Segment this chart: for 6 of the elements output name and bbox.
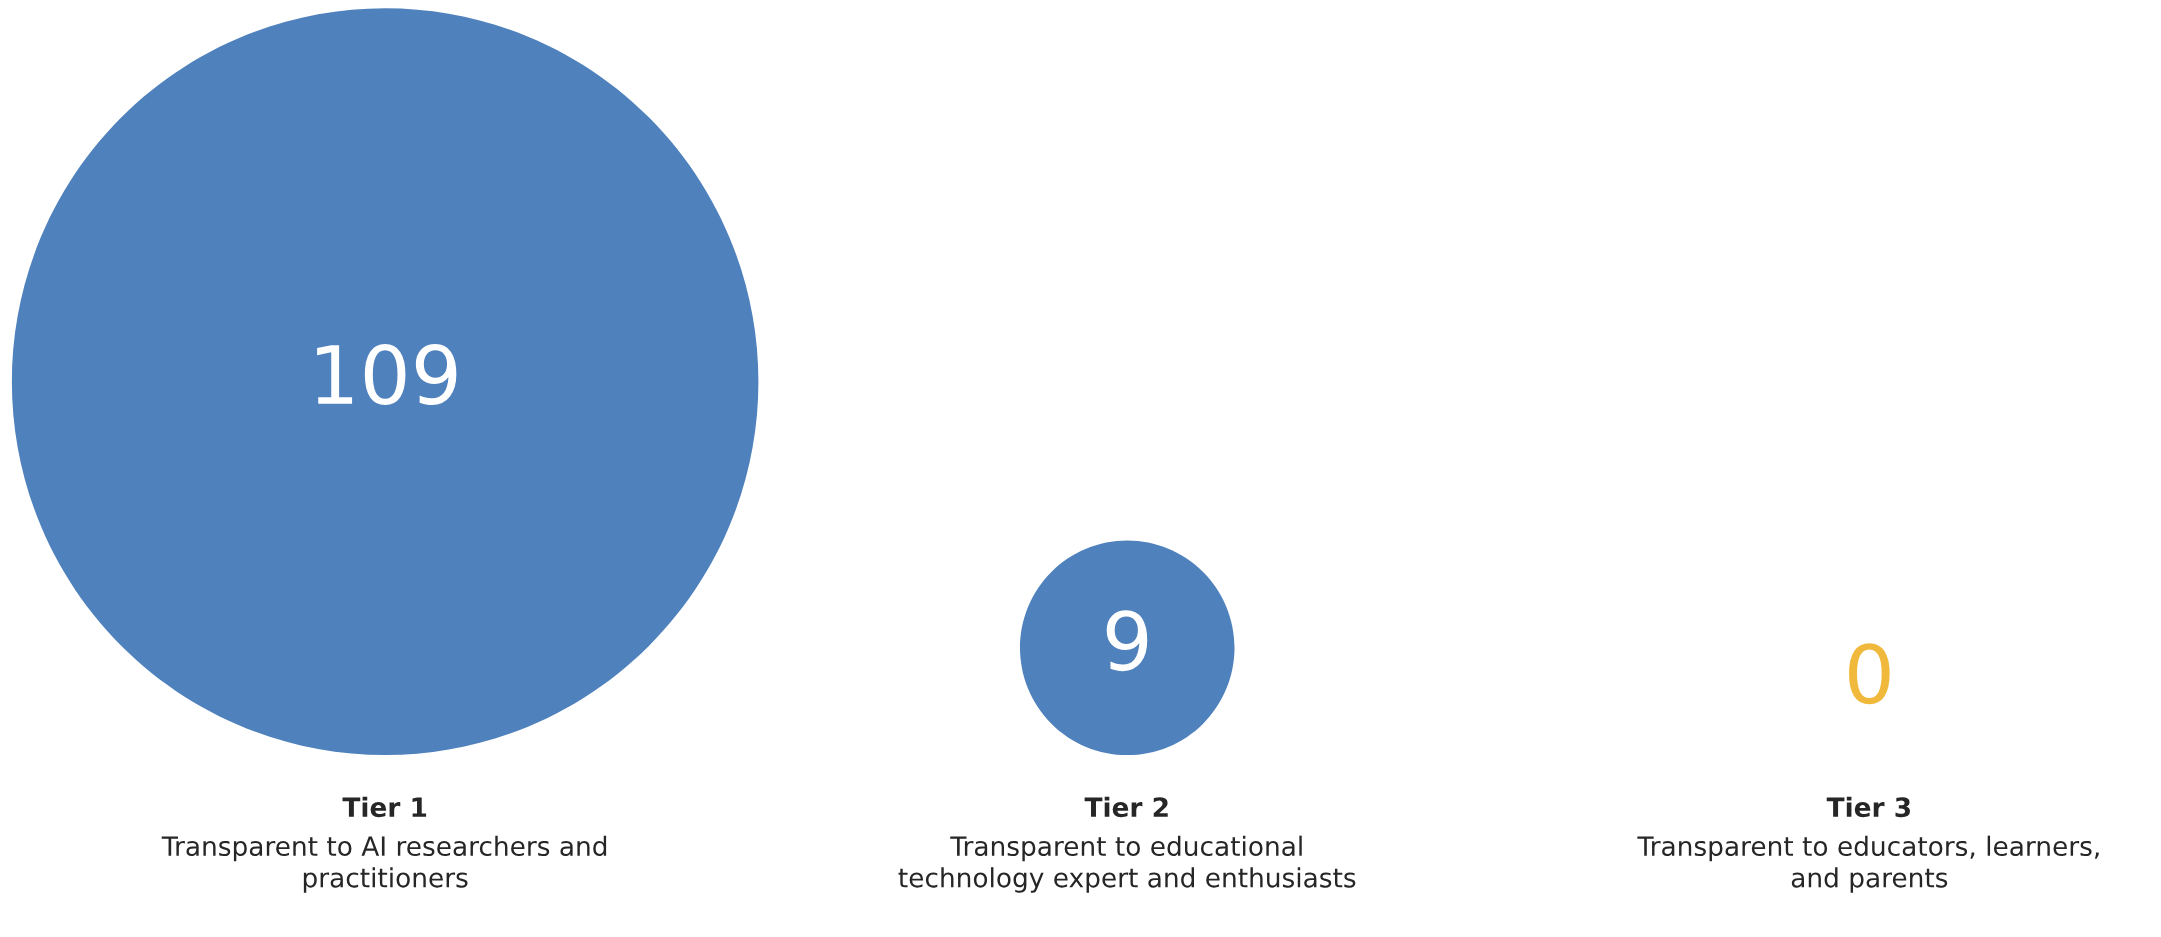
data-label: 9 bbox=[1106, 610, 1148, 672]
data-label: 0 bbox=[1849, 643, 1890, 705]
category-label: Tier 3 Transparent to educators, learners, and parents bbox=[1637, 796, 2099, 893]
category-label: Tier 1 Transparent to AI researchers and practitioners bbox=[161, 796, 607, 893]
category-label: Tier 2 Transparent to educational technology expert and enthusiasts bbox=[898, 796, 1356, 893]
data-label: 109 bbox=[317, 344, 457, 405]
